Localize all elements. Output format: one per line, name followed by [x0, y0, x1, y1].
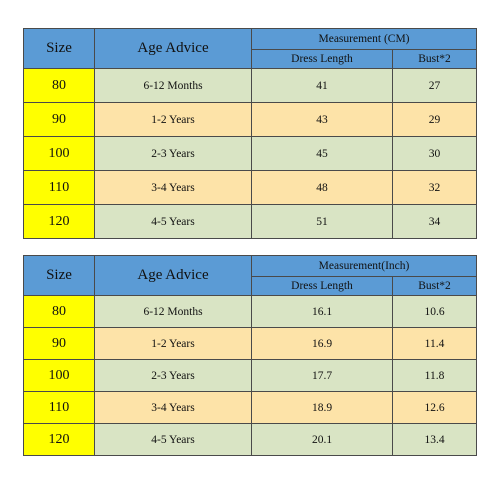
table-row: 120 4-5 Years 51 34 [23, 204, 477, 239]
age-cell: 4-5 Years [94, 204, 252, 239]
size-cell: 110 [23, 170, 95, 205]
age-advice-header: Age Advice [94, 255, 252, 296]
dress-length-cell: 16.1 [251, 295, 393, 328]
size-cell: 120 [23, 423, 95, 456]
table-row: 120 4-5 Years 20.1 13.4 [23, 423, 477, 456]
age-cell: 2-3 Years [94, 359, 252, 392]
age-cell: 6-12 Months [94, 68, 252, 103]
table-row: 90 1-2 Years 43 29 [23, 102, 477, 137]
dress-length-cell: 41 [251, 68, 393, 103]
measurement-header: Measurement (CM) [251, 28, 477, 50]
dress-length-cell: 17.7 [251, 359, 393, 392]
table-row: 100 2-3 Years 17.7 11.8 [23, 359, 477, 392]
size-header: Size [23, 255, 95, 296]
table-row: 80 6-12 Months 16.1 10.6 [23, 295, 477, 328]
dress-length-cell: 20.1 [251, 423, 393, 456]
table-row: 100 2-3 Years 45 30 [23, 136, 477, 171]
bust-cell: 34 [392, 204, 477, 239]
dress-length-cell: 18.9 [251, 391, 393, 424]
age-cell: 2-3 Years [94, 136, 252, 171]
dress-length-cell: 51 [251, 204, 393, 239]
size-cell: 80 [23, 68, 95, 103]
age-cell: 1-2 Years [94, 102, 252, 137]
bust-cell: 11.4 [392, 327, 477, 360]
bust-header: Bust*2 [392, 276, 477, 296]
bust-cell: 11.8 [392, 359, 477, 392]
bust-cell: 32 [392, 170, 477, 205]
age-cell: 4-5 Years [94, 423, 252, 456]
dress-length-cell: 43 [251, 102, 393, 137]
size-chart-cm-table: Size Age Advice Measurement (CM) Dress L… [23, 28, 477, 239]
size-chart-inch-table: Size Age Advice Measurement(Inch) Dress … [23, 255, 477, 456]
size-cell: 80 [23, 295, 95, 328]
bust-cell: 10.6 [392, 295, 477, 328]
bust-cell: 13.4 [392, 423, 477, 456]
dress-length-cell: 48 [251, 170, 393, 205]
size-cell: 120 [23, 204, 95, 239]
bust-cell: 30 [392, 136, 477, 171]
dress-length-header: Dress Length [251, 276, 393, 296]
age-advice-header: Age Advice [94, 28, 252, 69]
size-cell: 100 [23, 136, 95, 171]
size-cell: 100 [23, 359, 95, 392]
table-row: 110 3-4 Years 18.9 12.6 [23, 391, 477, 424]
table-row: 90 1-2 Years 16.9 11.4 [23, 327, 477, 360]
table-row: 80 6-12 Months 41 27 [23, 68, 477, 103]
bust-header: Bust*2 [392, 49, 477, 69]
size-header: Size [23, 28, 95, 69]
dress-length-cell: 16.9 [251, 327, 393, 360]
size-cell: 110 [23, 391, 95, 424]
age-cell: 1-2 Years [94, 327, 252, 360]
dress-length-cell: 45 [251, 136, 393, 171]
size-cell: 90 [23, 102, 95, 137]
age-cell: 6-12 Months [94, 295, 252, 328]
measurement-header: Measurement(Inch) [251, 255, 477, 277]
size-cell: 90 [23, 327, 95, 360]
bust-cell: 12.6 [392, 391, 477, 424]
age-cell: 3-4 Years [94, 391, 252, 424]
age-cell: 3-4 Years [94, 170, 252, 205]
table-row: 110 3-4 Years 48 32 [23, 170, 477, 205]
dress-length-header: Dress Length [251, 49, 393, 69]
bust-cell: 29 [392, 102, 477, 137]
bust-cell: 27 [392, 68, 477, 103]
